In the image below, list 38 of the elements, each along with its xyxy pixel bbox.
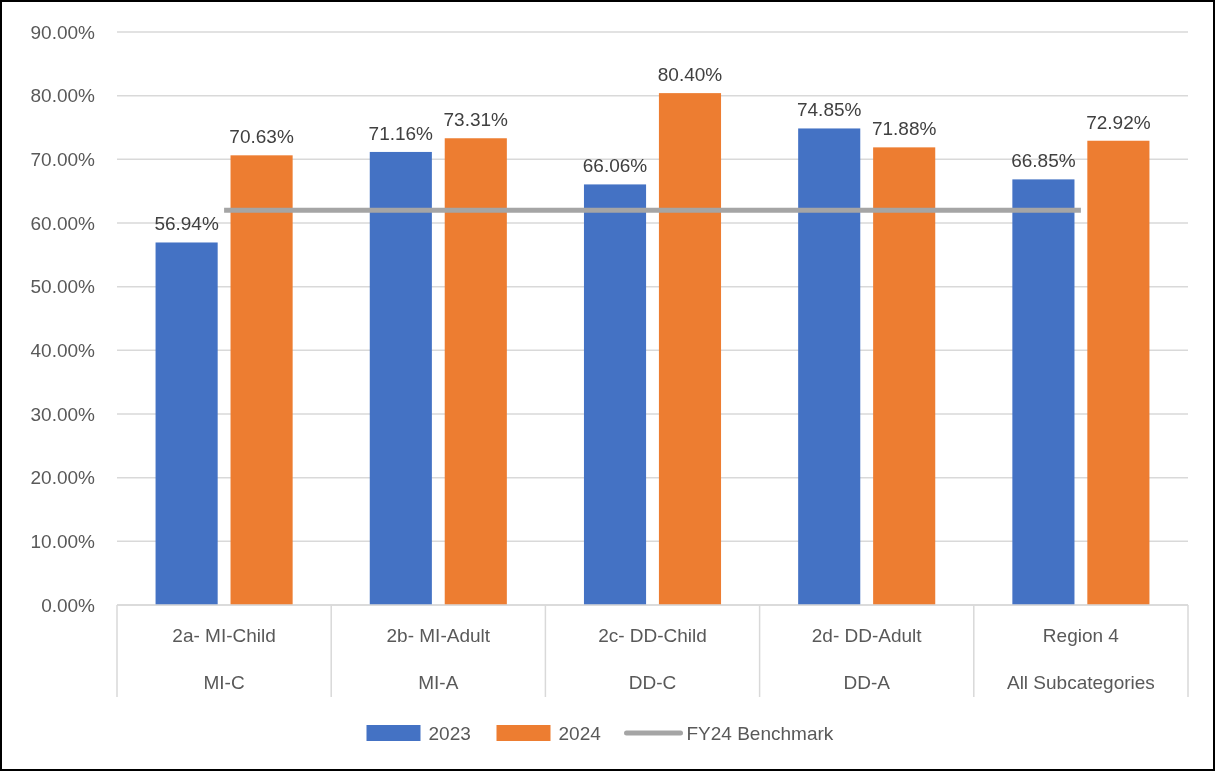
data-label: 66.85% <box>1011 150 1076 172</box>
bar <box>444 138 507 605</box>
y-tick-label: 70.00% <box>30 148 96 170</box>
legend-label: 2024 <box>558 722 602 744</box>
y-tick-label: 40.00% <box>30 339 96 361</box>
data-label: 74.85% <box>796 99 862 121</box>
y-tick-label: 50.00% <box>30 276 96 298</box>
data-label: 56.94% <box>154 213 219 235</box>
data-label: 70.63% <box>229 126 294 148</box>
bar <box>369 151 432 605</box>
category-label: 2a- MI-Child MI-C <box>172 625 276 693</box>
category-label: 2b- MI-Adult MI-A <box>386 625 491 693</box>
category-label: 2c- DD-Child DD-C <box>598 625 707 693</box>
legend-label: 2023 <box>428 722 471 744</box>
bar <box>798 128 861 605</box>
y-tick-label: 80.00% <box>30 85 96 107</box>
y-tick-label: 60.00% <box>30 212 96 234</box>
bar <box>1087 140 1150 605</box>
legend-label: FY24 Benchmark <box>686 722 834 744</box>
data-label: 73.31% <box>443 109 509 131</box>
category-label: Region 4 All Subcategories <box>1006 625 1155 693</box>
data-label: 71.88% <box>871 118 937 140</box>
bar <box>583 184 647 605</box>
bar <box>658 93 722 605</box>
bar <box>155 242 218 605</box>
y-tick-label: 0.00% <box>41 594 96 616</box>
bar <box>1012 179 1075 605</box>
data-label: 71.16% <box>368 122 434 144</box>
y-tick-label: 20.00% <box>30 467 96 489</box>
data-label: 72.92% <box>1086 111 1151 133</box>
y-tick-label: 10.00% <box>30 530 96 552</box>
data-label: 80.40% <box>657 64 723 86</box>
category-label: 2d- DD-Adult DD-A <box>811 625 922 693</box>
bar <box>230 155 293 605</box>
bar <box>873 147 936 605</box>
data-label: 66.06% <box>582 155 648 177</box>
y-tick-label: 30.00% <box>30 403 96 425</box>
y-tick-label: 90.00% <box>30 21 96 43</box>
